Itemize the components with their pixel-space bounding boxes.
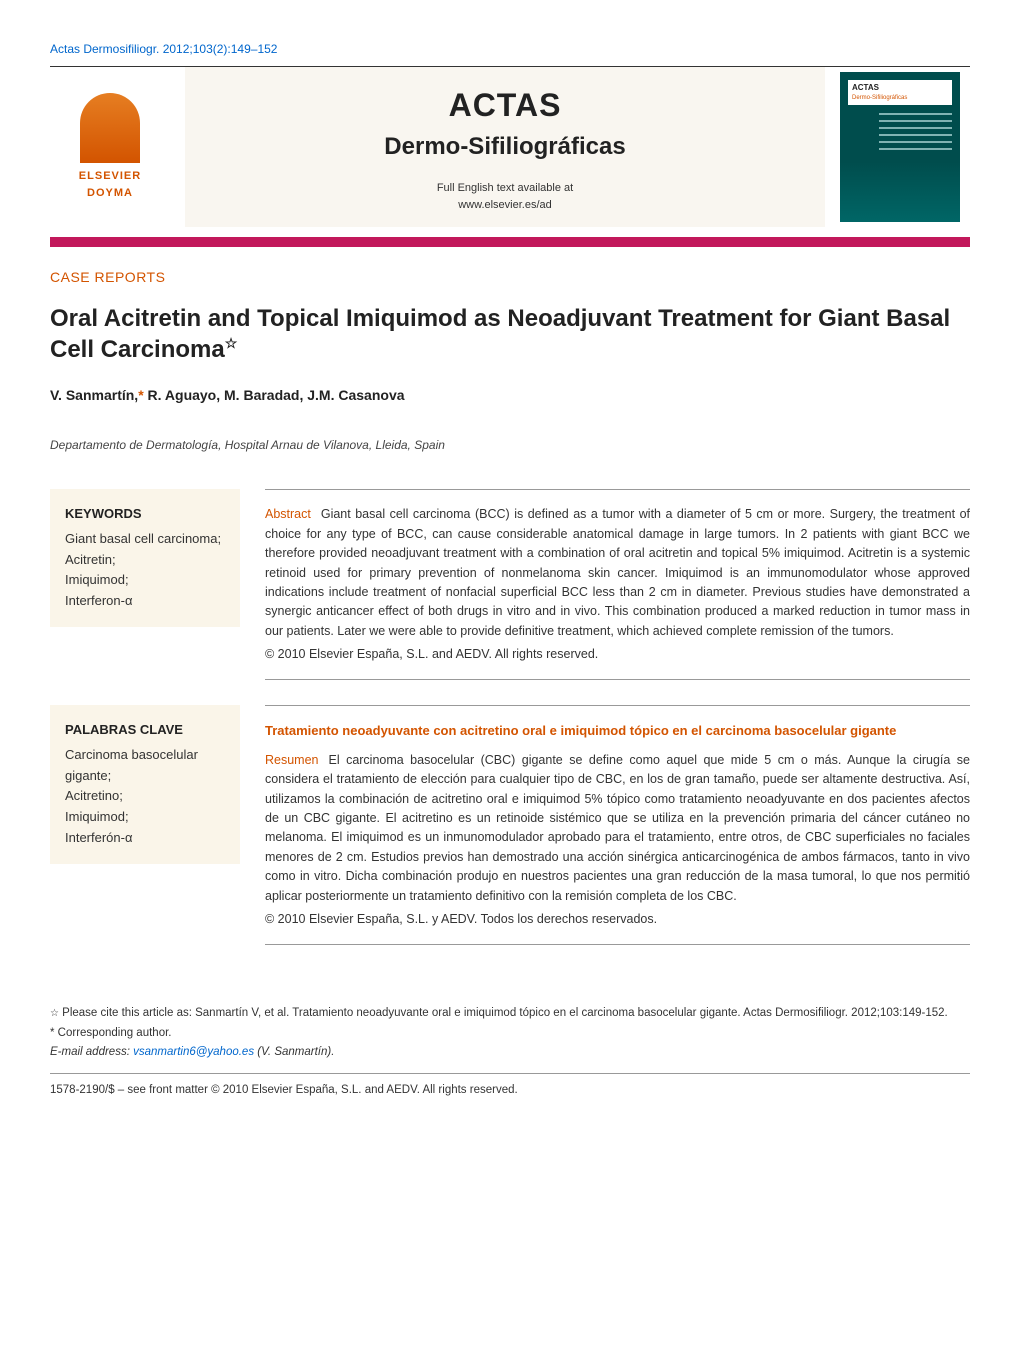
abstract-row-es: PALABRAS CLAVE Carcinoma basocelular gig… [50,705,970,945]
publisher-sub: DOYMA [87,185,133,202]
copyright-footer: 1578-2190/$ – see front matter © 2010 El… [50,1073,970,1099]
abstract-row-en: KEYWORDS Giant basal cell carcinoma; Aci… [50,489,970,680]
journal-title-line1: ACTAS [449,81,562,129]
keyword-item: Interferón-α [65,828,225,849]
abstract-label-es: Resumen [265,753,319,767]
abstract-body-en: Giant basal cell carcinoma (BCC) is defi… [265,507,970,637]
elsevier-tree-icon [80,93,140,163]
abstract-title-es: Tratamiento neoadyuvante con acitretino … [265,721,970,741]
abstract-col-es: Tratamiento neoadyuvante con acitretino … [265,705,970,945]
cover-toc-lines [848,113,952,150]
footnote-star-icon: ☆ [50,1008,59,1019]
authors: V. Sanmartín,* R. Aguayo, M. Baradad, J.… [50,385,970,406]
author-first: V. Sanmartín, [50,387,138,403]
section-label: CASE REPORTS [50,267,970,288]
authors-rest: R. Aguayo, M. Baradad, J.M. Casanova [144,387,405,403]
pink-band [50,237,970,247]
email-link[interactable]: vsanmartin6@yahoo.es [133,1046,254,1058]
keyword-item: Carcinoma basocelular gigante; [65,745,225,787]
article-title: Oral Acitretin and Topical Imiquimod as … [50,303,970,365]
keyword-item: Giant basal cell carcinoma; [65,529,225,550]
abstract-copyright-en: © 2010 Elsevier España, S.L. and AEDV. A… [265,645,970,664]
abstract-copyright-es: © 2010 Elsevier España, S.L. y AEDV. Tod… [265,910,970,929]
footnote-email: E-mail address: vsanmartin6@yahoo.es (V.… [50,1044,970,1061]
cover-sub: Dermo-Sifiliográficas [852,94,907,103]
abstract-text-es: ResumenEl carcinoma basocelular (CBC) gi… [265,751,970,906]
journal-title-col: ACTAS Dermo-Sifiliográficas Full English… [185,67,825,227]
abstract-label-en: Abstract [265,507,311,521]
article-title-text: Oral Acitretin and Topical Imiquimod as … [50,305,950,363]
cover-actas: ACTAS [852,82,907,94]
footnote-cite-text: Please cite this article as: Sanmartín V… [59,1007,948,1019]
affiliation: Departamento de Dermatología, Hospital A… [50,436,970,454]
publisher-name: ELSEVIER [79,168,141,185]
title-star: ☆ [225,335,238,351]
cover-thumbnail: ACTAS Dermo-Sifiliográficas [840,72,960,222]
keyword-item: Acitretin; [65,550,225,571]
email-label: E-mail address: [50,1046,133,1058]
keyword-item: Imiquimod; [65,570,225,591]
keywords-box-es: PALABRAS CLAVE Carcinoma basocelular gig… [50,705,240,863]
citation-header: Actas Dermosifiliogr. 2012;103(2):149–15… [50,40,970,58]
english-note: Full English text available at [437,180,573,197]
keyword-item: Interferon-α [65,591,225,612]
cover-thumbnail-col: ACTAS Dermo-Sifiliográficas [840,67,970,227]
abstract-body-es: El carcinoma basocelular (CBC) gigante s… [265,753,970,903]
abstract-text-en: AbstractGiant basal cell carcinoma (BCC)… [265,505,970,641]
keyword-item: Imiquimod; [65,807,225,828]
journal-title-line2: Dermo-Sifiliográficas [384,129,625,165]
email-suffix: (V. Sanmartín). [254,1046,334,1058]
abstract-col-en: AbstractGiant basal cell carcinoma (BCC)… [265,489,970,680]
keyword-item: Acitretino; [65,786,225,807]
footnote-corr: * Corresponding author. [50,1025,970,1042]
journal-header: ELSEVIER DOYMA ACTAS Dermo-Sifiliográfic… [50,67,970,227]
footnotes: ☆ Please cite this article as: Sanmartín… [50,1005,970,1099]
keywords-heading-es: PALABRAS CLAVE [65,720,225,740]
journal-url[interactable]: www.elsevier.es/ad [458,197,552,214]
publisher-logo-col: ELSEVIER DOYMA [50,67,170,227]
cover-header: ACTAS Dermo-Sifiliográficas [848,80,952,105]
keywords-heading-en: KEYWORDS [65,504,225,524]
keywords-box-en: KEYWORDS Giant basal cell carcinoma; Aci… [50,489,240,627]
footnote-cite: ☆ Please cite this article as: Sanmartín… [50,1005,970,1022]
footnote-corr-text: Corresponding author. [54,1027,171,1039]
